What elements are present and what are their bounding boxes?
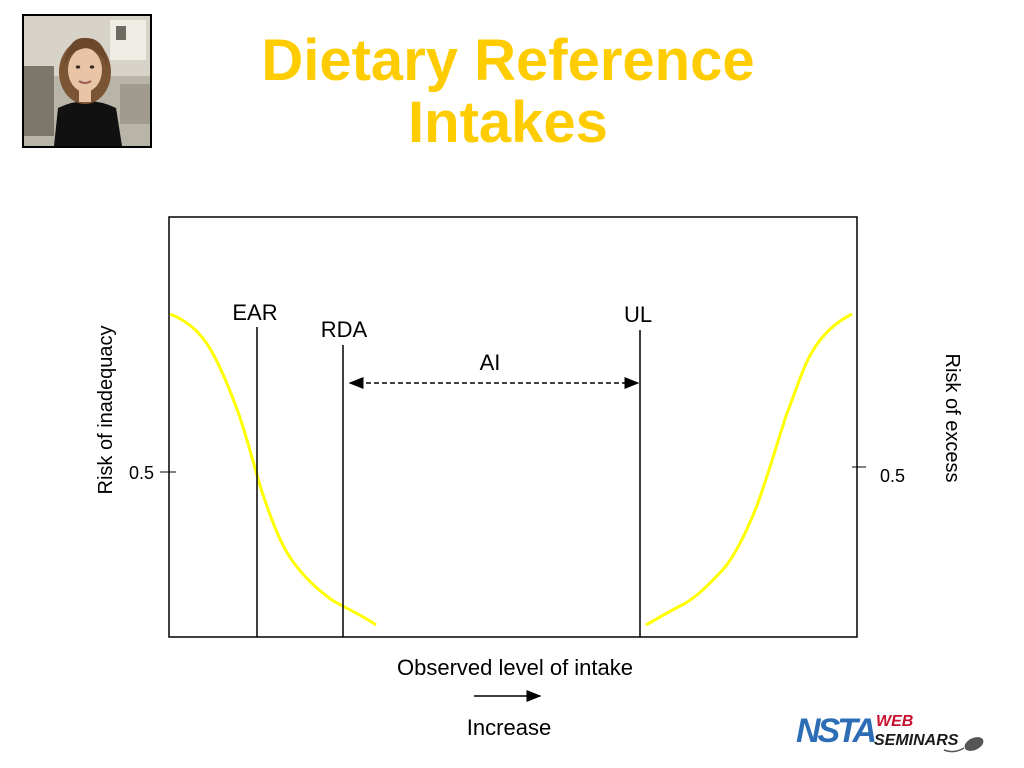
presenter-image (24, 16, 150, 146)
excess-risk-curve (645, 312, 853, 627)
left-tick-label: 0.5 (129, 463, 154, 483)
rda-label: RDA (321, 317, 368, 342)
ear-label: EAR (232, 300, 277, 325)
title-line-1: Dietary Reference (261, 28, 755, 93)
increase-label: Increase (467, 715, 551, 740)
logo-web-text: WEB (876, 713, 913, 730)
left-axis-label: Risk of inadequacy (95, 326, 117, 495)
logo-mouse-icon (964, 737, 984, 751)
inadequacy-risk-curve (169, 312, 377, 627)
x-axis-label: Observed level of intake (397, 655, 633, 680)
ai-label: AI (480, 350, 501, 375)
presenter-photo (22, 14, 152, 148)
logo-mouse-cord (943, 747, 965, 753)
title-line-2: Intakes (408, 90, 608, 155)
plot-frame (168, 216, 858, 638)
ul-label: UL (624, 302, 652, 327)
slide-title: Dietary Reference Intakes (180, 30, 836, 154)
logo-nsta-text: NSTA (796, 712, 875, 750)
right-axis-label: Risk of excess (941, 354, 963, 483)
right-tick-label: 0.5 (880, 466, 905, 486)
logo-seminars-text: SEMINARS (874, 732, 959, 749)
nsta-web-seminars-logo: NSTA WEB SEMINARS (796, 712, 984, 753)
